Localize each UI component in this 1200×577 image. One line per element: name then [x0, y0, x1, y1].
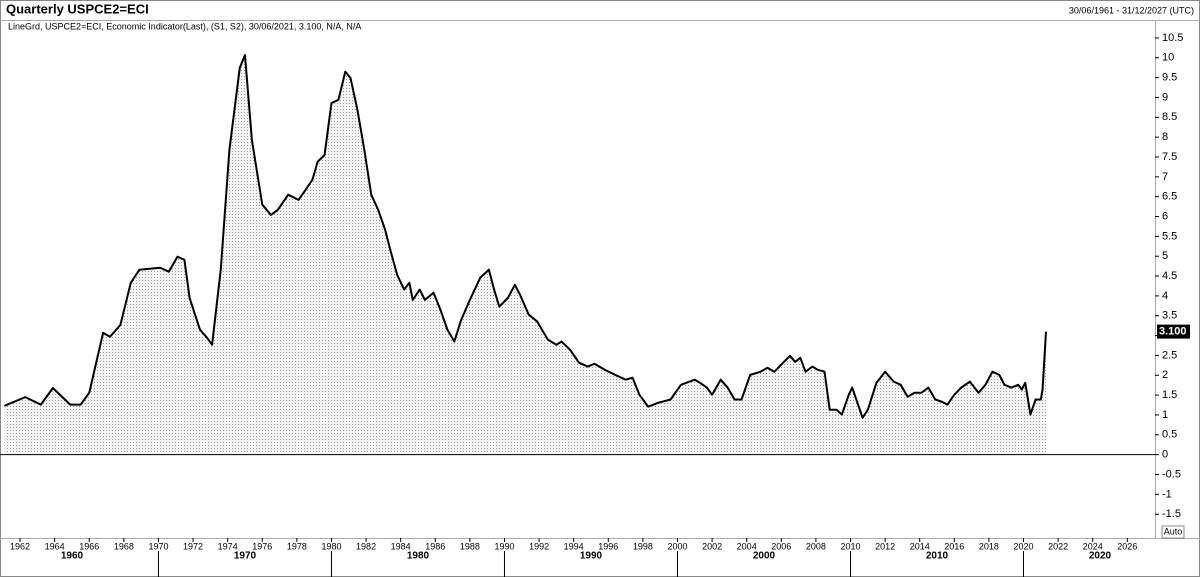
x-tick-label: 1994: [564, 541, 584, 551]
x-tick-label: 1974: [218, 541, 238, 551]
y-tick-label: 4: [1162, 290, 1168, 302]
decade-label: 1980: [407, 551, 430, 562]
y-tick-label: 0: [1162, 449, 1168, 461]
x-tick-label: 1980: [321, 541, 341, 551]
y-tick-label: 5.5: [1162, 230, 1177, 242]
y-tick-label: 0.5: [1162, 429, 1177, 441]
x-tick-label: 1992: [529, 541, 549, 551]
y-tick-label: 5: [1162, 250, 1168, 262]
y-tick-label: 1: [1162, 409, 1168, 421]
x-tick-label: 1964: [45, 541, 65, 551]
decade-label: 2020: [1089, 551, 1112, 562]
y-tick-label: 8.5: [1162, 111, 1177, 123]
y-tick-label: 8: [1162, 131, 1168, 143]
series-line: [4, 54, 1047, 419]
x-tick-label: 1962: [10, 541, 30, 551]
x-tick-label: 2010: [840, 541, 860, 551]
x-tick-label: 2008: [806, 541, 826, 551]
x-tick-label: 2026: [1117, 541, 1137, 551]
x-tick-label: 1990: [494, 541, 514, 551]
x-tick-label: 2000: [667, 541, 687, 551]
x-tick-label: 1986: [425, 541, 445, 551]
x-tick-label: 2014: [910, 541, 930, 551]
x-tick-label: 2004: [737, 541, 757, 551]
y-tick-label: 1.5: [1162, 389, 1177, 401]
x-tick-label: 1970: [148, 541, 168, 551]
x-tick-label: 1996: [598, 541, 618, 551]
x-tick-label: 2002: [702, 541, 722, 551]
decade-label: 2010: [926, 551, 949, 562]
y-tick-label: 3.5: [1162, 310, 1177, 322]
y-tick-label: 10: [1162, 52, 1174, 64]
decade-label: 2000: [753, 551, 776, 562]
x-tick-label: 1988: [460, 541, 480, 551]
y-tick-label: 6: [1162, 210, 1168, 222]
x-tick-label: 2022: [1048, 541, 1068, 551]
auto-button-box[interactable]: [1161, 525, 1185, 539]
last-value-label: 3.100: [1159, 326, 1187, 338]
decade-label: 1990: [580, 551, 603, 562]
x-tick-label: 2006: [771, 541, 791, 551]
y-tick-label: 10.5: [1162, 32, 1183, 44]
y-tick-label: 7.5: [1162, 151, 1177, 163]
x-tick-label: 1984: [391, 541, 411, 551]
y-tick-label: -0.5: [1162, 468, 1181, 480]
x-tick-label: 1976: [252, 541, 272, 551]
x-tick-label: 1978: [287, 541, 307, 551]
x-tick-label: 1998: [633, 541, 653, 551]
x-tick-label: 2018: [979, 541, 999, 551]
decade-label: 1960: [61, 551, 84, 562]
last-value-box: [1157, 324, 1190, 339]
x-tick-label: 2020: [1013, 541, 1033, 551]
area-fill: [4, 55, 1047, 455]
y-tick-label: 6.5: [1162, 191, 1177, 203]
y-tick-label: 2.5: [1162, 349, 1177, 361]
chart-title: Quarterly USPCE2=ECI: [6, 1, 149, 16]
y-tick-label: 9.5: [1162, 72, 1177, 84]
x-tick-label: 1972: [183, 541, 203, 551]
date-range: 30/06/1961 - 31/12/2027 (UTC): [1069, 5, 1194, 15]
auto-button[interactable]: Auto: [1164, 526, 1183, 536]
legend-text: LineGrd, USPCE2=ECI, Economic Indicator(…: [8, 21, 361, 31]
y-tick-label: 7: [1162, 171, 1168, 183]
x-tick-label: 2016: [944, 541, 964, 551]
x-tick-label: 2012: [875, 541, 895, 551]
x-tick-label: 1982: [356, 541, 376, 551]
x-tick-label: 2024: [1083, 541, 1103, 551]
decade-label: 1970: [234, 551, 257, 562]
y-tick-label: 2: [1162, 369, 1168, 381]
y-tick-label: 4.5: [1162, 270, 1177, 282]
x-tick-label: 1968: [114, 541, 134, 551]
y-tick-label: 9: [1162, 91, 1168, 103]
y-tick-label: -1.5: [1162, 508, 1181, 520]
y-tick-label: -1: [1162, 488, 1172, 500]
x-tick-label: 1966: [79, 541, 99, 551]
